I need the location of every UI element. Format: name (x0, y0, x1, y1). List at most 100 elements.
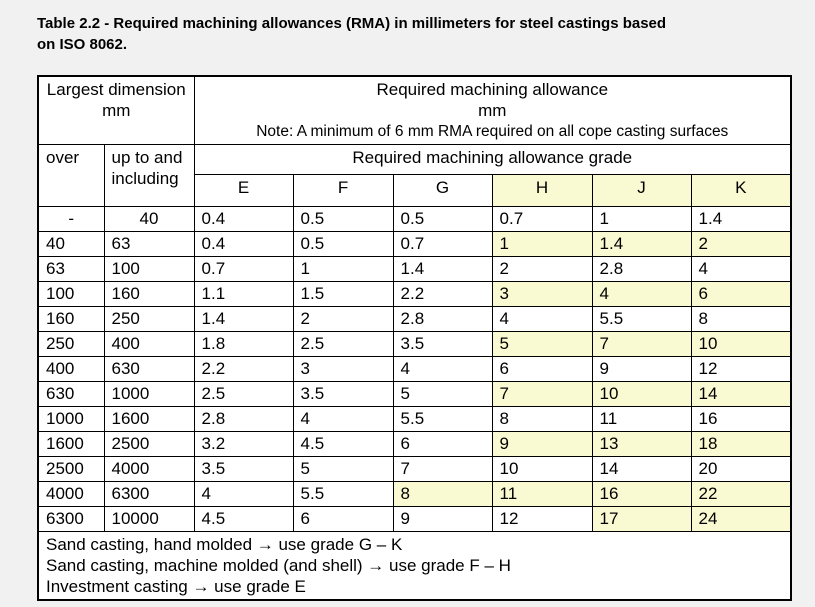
value-cell: 9 (491, 431, 593, 457)
value-cell: 1 (591, 206, 692, 232)
over-cell: 1000 (37, 406, 105, 432)
largest-dimension-line-2: mm (102, 101, 131, 120)
header-row-1: Largest dimension mm Required machining … (37, 75, 792, 145)
value-cell: 3.5 (193, 456, 294, 482)
table-footer-section: Sand casting, hand molded → use grade G … (37, 531, 792, 601)
footnote-line-3: Investment casting → use grade E (46, 577, 306, 596)
value-cell: 13 (591, 431, 692, 457)
upto-cell: 160 (103, 281, 195, 307)
over-cell: 2500 (37, 456, 105, 482)
value-cell: 2.8 (591, 256, 692, 282)
over-cell: 630 (37, 381, 105, 407)
table-row: 630 1000 2.5 3.5 5 7 10 14 (37, 381, 792, 407)
value-cell: 1.4 (591, 231, 692, 257)
value-cell: 16 (690, 406, 792, 432)
value-cell: 0.4 (193, 231, 294, 257)
table-row: 1000 1600 2.8 4 5.5 8 11 16 (37, 406, 792, 432)
value-cell: 16 (591, 481, 692, 507)
upto-cell: 10000 (103, 506, 195, 532)
largest-dimension-line-1: Largest dimension (46, 80, 186, 99)
value-cell: 4 (591, 281, 692, 307)
grade-column-header: G (392, 174, 493, 207)
value-cell: 24 (690, 506, 792, 532)
footnote-line-2: Sand casting, machine molded (and shell)… (46, 556, 511, 575)
value-cell: 1 (491, 231, 593, 257)
value-cell: 8 (392, 481, 493, 507)
value-cell: 6 (292, 506, 394, 532)
value-cell: 2 (690, 231, 792, 257)
upto-cell: 250 (103, 306, 195, 332)
value-cell: 7 (591, 331, 692, 357)
value-cell: 7 (392, 456, 493, 482)
value-cell: 1.4 (392, 256, 493, 282)
value-cell: 0.4 (193, 206, 294, 232)
upto-cell: 630 (103, 356, 195, 382)
upto-cell: 1000 (103, 381, 195, 407)
value-cell: 2.5 (292, 331, 394, 357)
value-cell: 0.7 (193, 256, 294, 282)
grade-column-header: K (690, 174, 792, 207)
upto-cell: 2500 (103, 431, 195, 457)
value-cell: 17 (591, 506, 692, 532)
value-cell: 1.4 (690, 206, 792, 232)
value-cell: 6 (491, 356, 593, 382)
value-cell: 1.4 (193, 306, 294, 332)
value-cell: 4.5 (193, 506, 294, 532)
value-cell: 14 (591, 456, 692, 482)
table-footnotes: Sand casting, hand molded → use grade G … (37, 531, 792, 601)
value-cell: 5.5 (392, 406, 493, 432)
value-cell: 3.5 (292, 381, 394, 407)
table-body: -40 0.4 0.5 0.5 0.7 1 1.4 40 63 0.4 0.5 0.7 1 1.4 2 63 1… (37, 206, 792, 532)
table-row: 250 400 1.8 2.5 3.5 5 7 10 (37, 331, 792, 357)
upto-cell: 4000 (103, 456, 195, 482)
upto-cell: 6300 (103, 481, 195, 507)
value-cell: 18 (690, 431, 792, 457)
value-cell: 6 (392, 431, 493, 457)
upto-column-header: up to and including (103, 144, 195, 207)
value-cell: 4 (292, 406, 394, 432)
table-row: 4000 6300 4 5.5 8 11 16 22 (37, 481, 792, 507)
value-cell: 2.2 (193, 356, 294, 382)
upto-cell: 100 (103, 256, 195, 282)
header-row-2: over up to and including Required machin… (37, 144, 792, 207)
value-cell: 12 (690, 356, 792, 382)
value-cell: 4 (690, 256, 792, 282)
value-cell: 10 (491, 456, 593, 482)
table-caption-line-1: Table 2.2 - Required machining allowance… (37, 15, 667, 32)
grade-column-header: F (292, 174, 394, 207)
value-cell: 3 (292, 356, 394, 382)
grade-column-header: J (591, 174, 692, 207)
value-cell: 5 (491, 331, 593, 357)
value-cell: 4 (491, 306, 593, 332)
upto-cell: 63 (103, 231, 195, 257)
value-cell: 6 (690, 281, 792, 307)
value-cell: 11 (491, 481, 593, 507)
value-cell: 14 (690, 381, 792, 407)
table-caption: Table 2.2 - Required machining allowance… (37, 13, 666, 55)
value-cell: 0.7 (491, 206, 593, 232)
value-cell: 2.8 (392, 306, 493, 332)
value-cell: 2.2 (392, 281, 493, 307)
value-cell: 0.5 (292, 231, 394, 257)
value-cell: 3.2 (193, 431, 294, 457)
over-cell: 400 (37, 356, 105, 382)
over-cell: 6300 (37, 506, 105, 532)
value-cell: 9 (591, 356, 692, 382)
footnote-row: Sand casting, hand molded → use grade G … (37, 531, 792, 601)
value-cell: 10 (690, 331, 792, 357)
over-cell: 250 (37, 331, 105, 357)
upto-cell: 40 (103, 206, 195, 232)
value-cell: 9 (392, 506, 493, 532)
value-cell: 5 (292, 456, 394, 482)
value-cell: 2.8 (193, 406, 294, 432)
rma-table: Largest dimension mm Required machining … (37, 75, 793, 601)
rma-header-line-1: Required machining allowance (376, 80, 609, 99)
upto-cell: 400 (103, 331, 195, 357)
value-cell: 7 (491, 381, 593, 407)
over-cell: 40 (37, 231, 105, 257)
value-cell: 8 (491, 406, 593, 432)
value-cell: 0.5 (292, 206, 394, 232)
table-row: 63 100 0.7 1 1.4 2 2.8 4 (37, 256, 792, 282)
table-caption-line-2: on ISO 8062. (37, 36, 128, 53)
